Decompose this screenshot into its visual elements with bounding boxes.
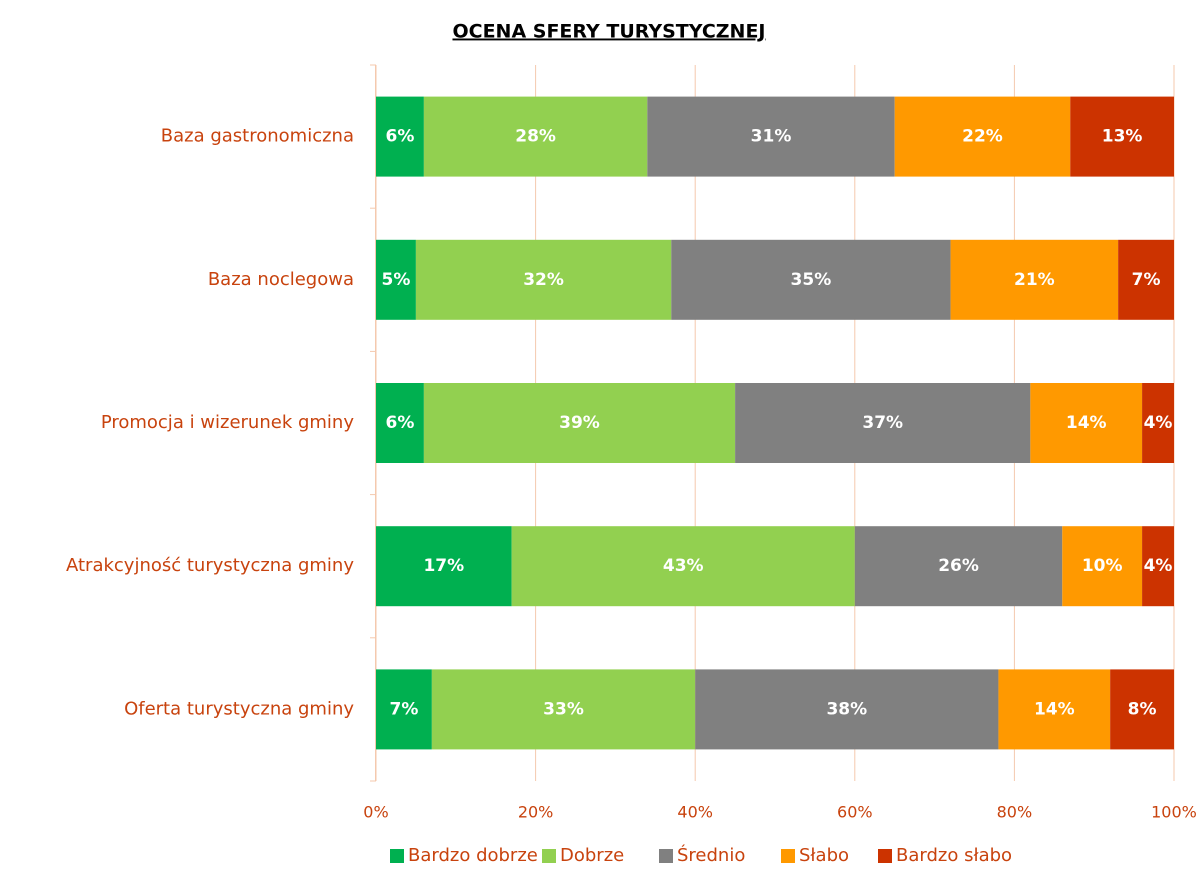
- bar-segment: [376, 239, 416, 320]
- data-label: 14%: [1034, 699, 1075, 719]
- y-tick-label: Baza gastronomiczna: [161, 126, 354, 147]
- x-tick-label: 60%: [837, 803, 873, 822]
- data-label: 14%: [1066, 413, 1107, 433]
- data-label: 31%: [751, 127, 792, 147]
- data-label: 32%: [523, 270, 564, 290]
- bar-segment: [695, 669, 999, 750]
- x-tick-label: 20%: [518, 803, 554, 822]
- legend-label: Średnio: [677, 844, 745, 866]
- y-tick-label: Oferta turystyczna gminy: [124, 698, 354, 719]
- x-tick-label: 0%: [363, 803, 388, 822]
- legend-swatch: [390, 849, 404, 863]
- bar-segment: [1110, 669, 1174, 750]
- x-tick-label: 100%: [1151, 803, 1197, 822]
- data-label: 10%: [1082, 556, 1123, 576]
- legend-swatch: [659, 849, 673, 863]
- data-label: 8%: [1128, 699, 1157, 719]
- chart-title: OCENA SFERY TURYSTYCZNEJ: [452, 21, 765, 43]
- data-label: 26%: [938, 556, 979, 576]
- legend-label: Słabo: [799, 845, 849, 866]
- bar-segment: [735, 383, 1031, 463]
- data-label: 28%: [515, 127, 556, 147]
- bar-segment: [431, 669, 696, 750]
- bar-segment: [415, 239, 672, 320]
- data-label: 35%: [791, 270, 832, 290]
- bar-segment: [1118, 239, 1174, 320]
- bar-segment: [950, 239, 1119, 320]
- data-label: 17%: [423, 556, 464, 576]
- y-tick-label: Atrakcyjność turystyczna gminy: [66, 555, 354, 576]
- data-label: 7%: [1132, 270, 1161, 290]
- data-label: 33%: [543, 699, 584, 719]
- legend-swatch: [878, 849, 892, 863]
- data-label: 38%: [826, 699, 867, 719]
- bar-segment: [376, 96, 424, 177]
- bar-segment: [423, 96, 648, 177]
- bar-segment: [894, 96, 1071, 177]
- bar-segment: [1142, 383, 1174, 463]
- bar-segment: [1062, 526, 1143, 607]
- data-label: 21%: [1014, 270, 1055, 290]
- data-label: 22%: [962, 127, 1003, 147]
- bar-segment: [1030, 383, 1143, 463]
- bar-segment: [376, 669, 432, 750]
- bar-segment: [376, 526, 512, 607]
- legend-swatch: [542, 849, 556, 863]
- data-label: 4%: [1144, 556, 1173, 576]
- data-label: 43%: [663, 556, 704, 576]
- bar-segment: [647, 96, 895, 177]
- bar-segment: [854, 526, 1063, 607]
- y-tick-label: Baza noclegowa: [208, 269, 354, 290]
- data-label: 6%: [386, 127, 415, 147]
- bar-segment: [423, 383, 736, 463]
- bar-segment: [671, 239, 951, 320]
- bar-segment: [511, 526, 855, 607]
- data-label: 6%: [386, 413, 415, 433]
- y-tick-label: Promocja i wizerunek gminy: [101, 412, 355, 433]
- bar-segment: [376, 383, 424, 463]
- bar-segment: [998, 669, 1111, 750]
- data-label: 5%: [382, 270, 411, 290]
- legend-label: Bardzo słabo: [896, 845, 1012, 866]
- bar-segment: [1142, 526, 1174, 607]
- x-tick-label: 80%: [997, 803, 1033, 822]
- x-tick-label: 40%: [677, 803, 713, 822]
- bar-segment: [1070, 96, 1174, 177]
- data-label: 37%: [862, 413, 903, 433]
- legend-label: Bardzo dobrze: [408, 845, 538, 866]
- legend-label: Dobrze: [560, 845, 624, 866]
- legend-swatch: [781, 849, 795, 863]
- data-label: 13%: [1102, 127, 1143, 147]
- data-label: 4%: [1144, 413, 1173, 433]
- data-label: 39%: [559, 413, 600, 433]
- data-label: 7%: [389, 699, 418, 719]
